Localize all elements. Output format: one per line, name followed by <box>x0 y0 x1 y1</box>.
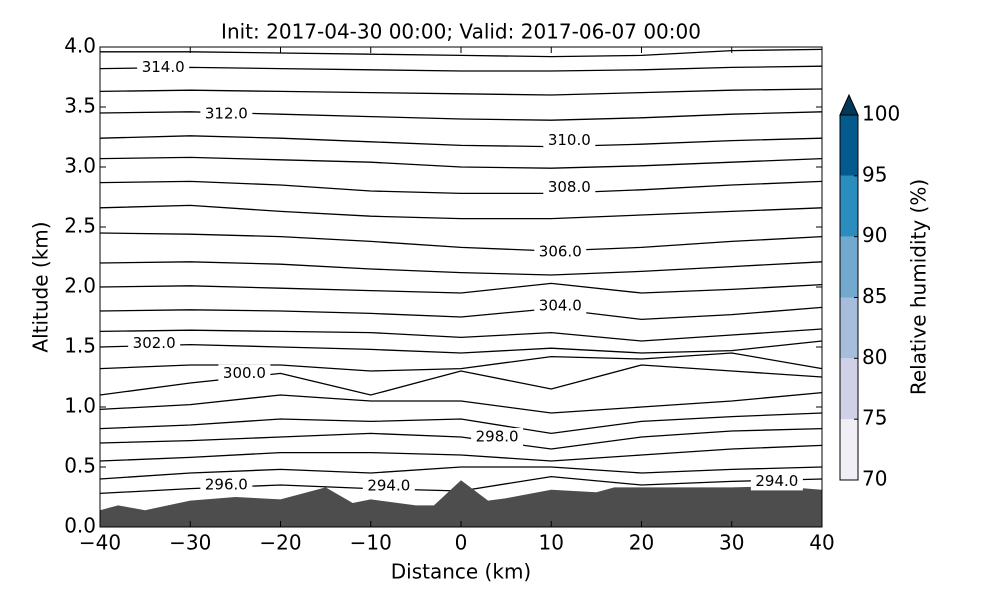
x-tick-label: 40 <box>809 531 834 555</box>
contour-label: 314.0 <box>142 58 185 76</box>
colorbar-tick-label: 85 <box>862 284 887 308</box>
contour-label: 308.0 <box>548 178 591 196</box>
contour-line <box>99 135 823 148</box>
contour-line <box>99 282 823 294</box>
colorbar-tick-label: 80 <box>862 345 887 369</box>
contour-label-bg <box>471 428 524 446</box>
colorbar-band <box>840 175 858 237</box>
contour-line <box>99 412 823 435</box>
colorbar-tick-label: 70 <box>862 467 887 491</box>
x-tick-label: 30 <box>719 531 744 555</box>
y-tick-label: 2.5 <box>64 214 96 238</box>
x-tick-label: −30 <box>169 531 211 555</box>
x-tick-label: 0 <box>455 531 468 555</box>
contour-label-bg <box>534 243 587 262</box>
contour-line <box>99 261 823 276</box>
contour-label-bg <box>534 297 587 316</box>
colorbar-band <box>840 115 858 176</box>
contour-line <box>99 364 823 396</box>
colorbar-band <box>840 297 858 359</box>
contour-line <box>99 232 823 252</box>
x-tick-label: 10 <box>539 531 564 555</box>
y-tick-label: 0.0 <box>64 514 96 538</box>
contour-line <box>99 466 823 480</box>
y-tick-label: 0.5 <box>64 454 96 478</box>
contour-label-bg <box>362 477 415 496</box>
y-tick-label: 3.0 <box>64 154 96 178</box>
colorbar-tick-label: 90 <box>862 223 887 247</box>
colorbar-label: Relative humidity (%) <box>907 179 931 395</box>
contour-line <box>99 65 823 72</box>
x-axis-label: Distance (km) <box>391 560 531 584</box>
contour-line <box>99 340 823 354</box>
contour-label: 296.0 <box>205 476 248 494</box>
contour-label-bg <box>200 105 253 124</box>
y-tick-label: 1.0 <box>64 394 96 418</box>
y-tick-label: 2.0 <box>64 274 96 298</box>
contour-label-bg <box>543 178 596 197</box>
contour-line <box>99 328 823 342</box>
contour-label-bg <box>200 476 253 494</box>
y-tick-label: 3.5 <box>64 94 96 118</box>
contour-label: 302.0 <box>133 334 176 352</box>
contour-label: 312.0 <box>205 105 248 123</box>
contour-line <box>99 427 823 450</box>
contour-label-bg <box>543 131 596 150</box>
contour-label: 304.0 <box>539 297 582 315</box>
contour-line <box>100 48 823 58</box>
contour-line <box>99 391 823 414</box>
contour-label: 306.0 <box>539 243 582 261</box>
contour-label: 294.0 <box>367 477 410 495</box>
contour-line <box>99 204 823 220</box>
contour-line <box>99 156 823 169</box>
y-tick-label: 1.5 <box>64 334 96 358</box>
colorbar-tick-label: 75 <box>862 406 887 430</box>
contour-label: 300.0 <box>223 364 266 382</box>
contour-label-bg <box>137 58 190 77</box>
colorbar-tick-label: 95 <box>862 162 887 186</box>
colorbar-band <box>840 358 858 420</box>
colorbar-band <box>840 419 858 480</box>
y-tick-label: 4.0 <box>64 34 96 58</box>
contour-label-bg <box>750 472 803 491</box>
contour-line <box>99 444 823 462</box>
contour-label-bg <box>218 364 271 383</box>
colorbar-extend <box>839 93 859 116</box>
y-axis-label: Altitude (km) <box>29 221 53 352</box>
contour-label: 310.0 <box>548 131 591 149</box>
contour-line <box>99 352 823 372</box>
x-tick-label: 20 <box>629 531 654 555</box>
colorbar-band <box>840 236 858 298</box>
terrain <box>100 480 822 527</box>
contour-label: 294.0 <box>755 472 798 490</box>
x-tick-label: −20 <box>259 531 301 555</box>
contour-line <box>99 306 823 321</box>
chart-title: Init: 2017-04-30 00:00; Valid: 2017-06-0… <box>221 20 701 44</box>
x-tick-label: −40 <box>79 531 121 555</box>
contour-label: 298.0 <box>476 428 519 446</box>
contour-line <box>99 180 823 195</box>
contour-line <box>99 88 823 96</box>
contour-label-bg <box>128 334 181 353</box>
colorbar-tick-label: 100 <box>862 102 900 126</box>
x-tick-label: −10 <box>350 531 392 555</box>
